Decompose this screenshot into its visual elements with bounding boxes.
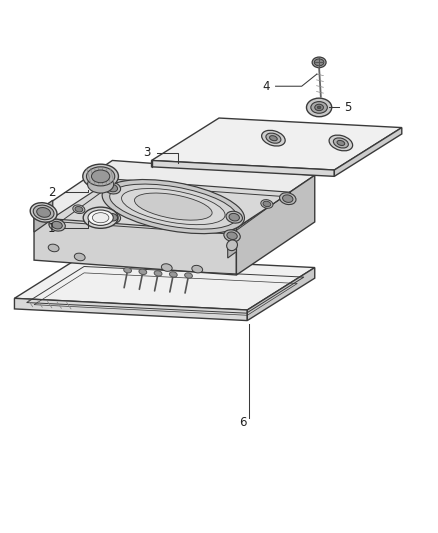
Polygon shape <box>152 160 334 176</box>
Ellipse shape <box>83 207 118 228</box>
Ellipse shape <box>92 170 110 183</box>
Ellipse shape <box>52 221 62 229</box>
Ellipse shape <box>226 240 237 251</box>
Polygon shape <box>228 239 237 258</box>
Ellipse shape <box>311 102 327 114</box>
Ellipse shape <box>37 207 50 217</box>
Text: 5: 5 <box>344 101 351 114</box>
Ellipse shape <box>74 253 85 261</box>
Ellipse shape <box>315 104 323 111</box>
Ellipse shape <box>154 271 162 276</box>
Ellipse shape <box>261 130 285 146</box>
Polygon shape <box>14 298 247 320</box>
Ellipse shape <box>88 210 113 225</box>
Ellipse shape <box>49 219 65 231</box>
Ellipse shape <box>92 213 109 223</box>
Ellipse shape <box>224 230 240 241</box>
Ellipse shape <box>263 201 271 207</box>
Ellipse shape <box>329 135 353 151</box>
Ellipse shape <box>110 184 237 229</box>
Ellipse shape <box>261 199 273 208</box>
Polygon shape <box>237 175 315 275</box>
Ellipse shape <box>185 273 192 278</box>
Polygon shape <box>34 200 53 232</box>
Text: 6: 6 <box>239 416 247 430</box>
Ellipse shape <box>134 193 212 220</box>
Ellipse shape <box>192 265 203 273</box>
Ellipse shape <box>86 167 115 186</box>
Ellipse shape <box>33 205 54 220</box>
Ellipse shape <box>107 184 117 192</box>
Ellipse shape <box>122 189 225 224</box>
Text: 4: 4 <box>262 80 270 93</box>
Polygon shape <box>247 268 315 320</box>
Polygon shape <box>14 256 315 310</box>
Ellipse shape <box>75 206 83 212</box>
Ellipse shape <box>307 98 332 117</box>
Ellipse shape <box>139 269 147 274</box>
Polygon shape <box>34 160 315 228</box>
Ellipse shape <box>104 211 120 223</box>
Ellipse shape <box>107 213 117 221</box>
Ellipse shape <box>170 272 177 277</box>
Ellipse shape <box>30 203 57 222</box>
Ellipse shape <box>337 140 345 146</box>
Ellipse shape <box>83 164 118 189</box>
Ellipse shape <box>73 205 85 214</box>
Ellipse shape <box>312 57 326 68</box>
Ellipse shape <box>333 138 348 148</box>
Ellipse shape <box>124 268 131 273</box>
Ellipse shape <box>318 106 321 109</box>
Ellipse shape <box>161 264 172 271</box>
Ellipse shape <box>88 175 114 193</box>
Ellipse shape <box>229 213 240 221</box>
Text: 1: 1 <box>48 222 55 235</box>
Polygon shape <box>334 127 402 176</box>
Text: 3: 3 <box>144 146 151 159</box>
Ellipse shape <box>48 244 59 252</box>
Text: 2: 2 <box>48 186 55 199</box>
Polygon shape <box>51 179 291 232</box>
Ellipse shape <box>266 133 281 143</box>
Polygon shape <box>34 214 237 275</box>
Ellipse shape <box>279 193 296 205</box>
Ellipse shape <box>314 59 324 66</box>
Ellipse shape <box>102 180 244 233</box>
Ellipse shape <box>226 211 243 223</box>
Ellipse shape <box>104 182 120 194</box>
Ellipse shape <box>269 136 277 141</box>
Polygon shape <box>152 118 402 170</box>
Ellipse shape <box>227 232 237 239</box>
Ellipse shape <box>283 195 293 203</box>
